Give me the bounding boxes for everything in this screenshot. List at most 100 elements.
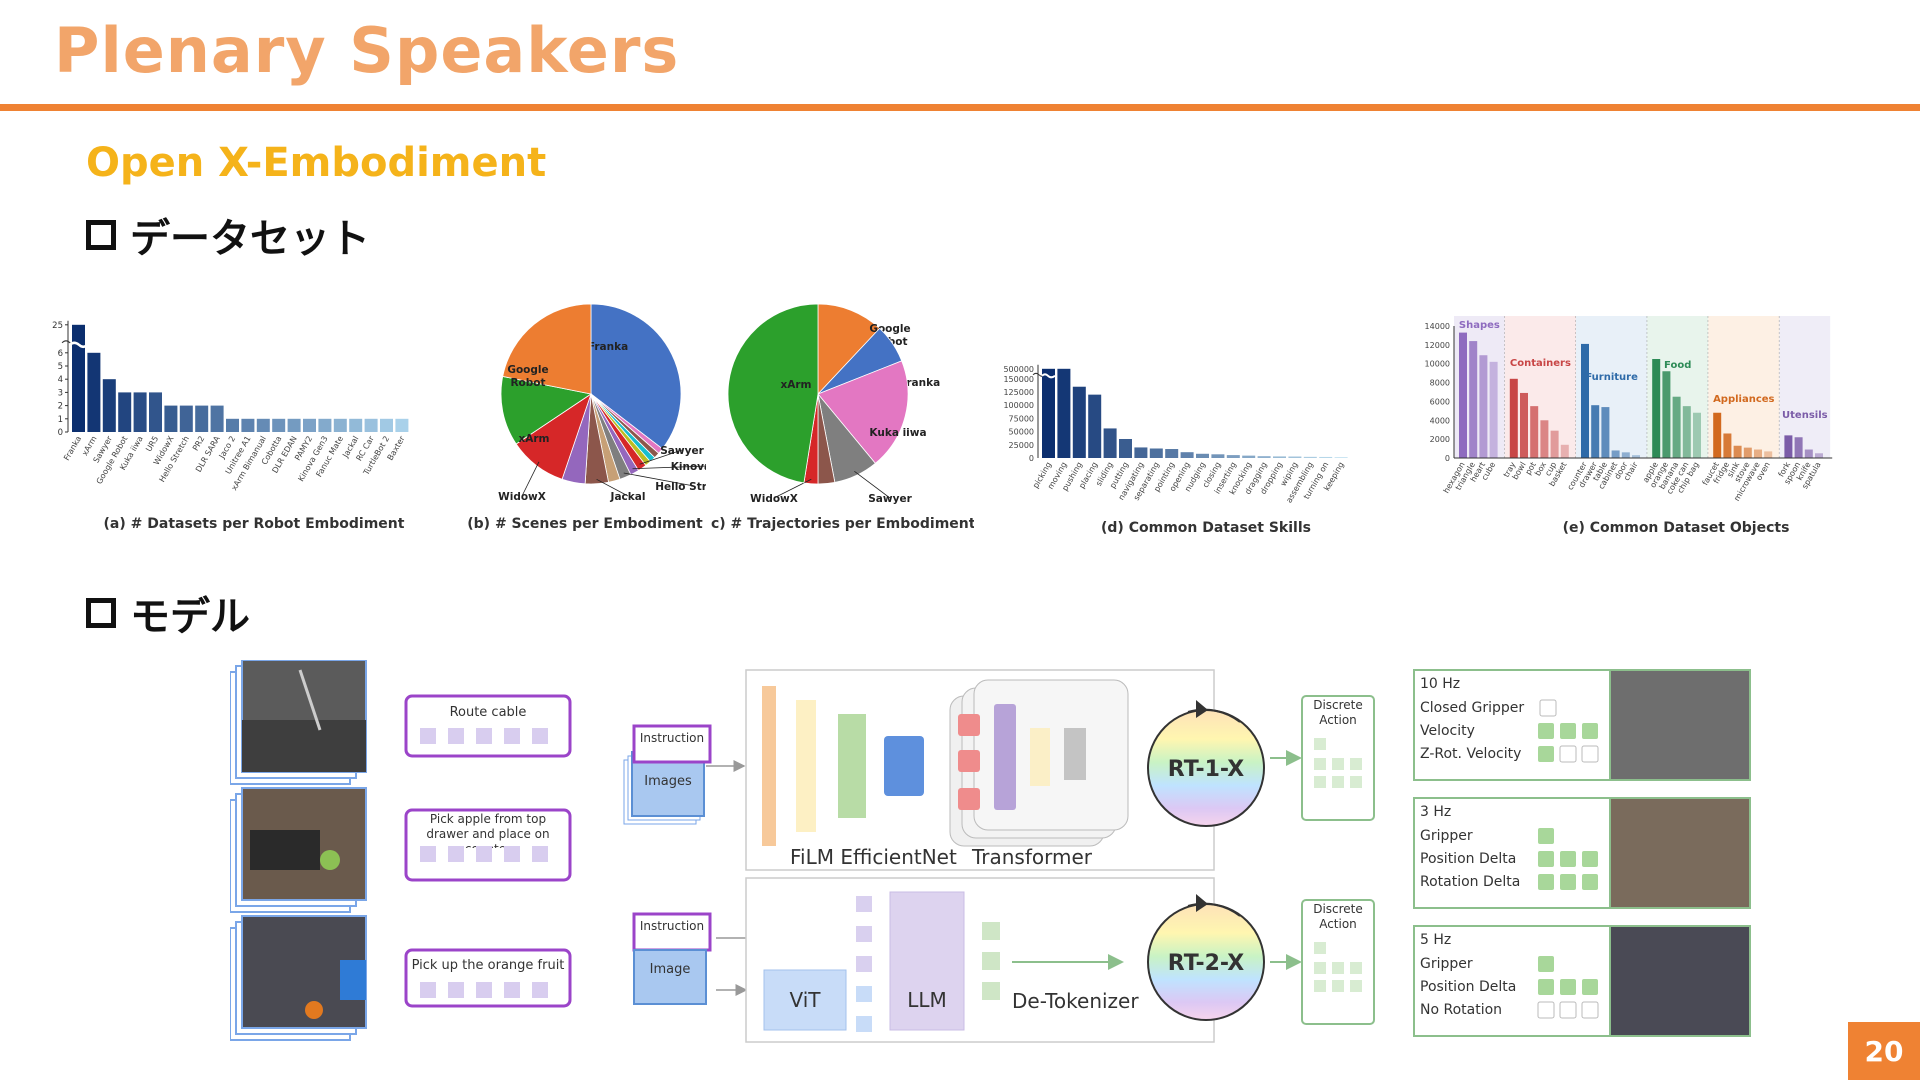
- chart-d-ytick: 500000: [1003, 365, 1034, 374]
- chart-e-group-label: Appliances: [1713, 394, 1774, 405]
- chart-e-bar: [1530, 406, 1539, 458]
- chart-e-bar: [1672, 396, 1681, 458]
- instruction-token: [420, 982, 436, 998]
- chart-a-bar: [364, 418, 378, 432]
- chart-c-caption: (c) # Trajectories per Embodiment: [710, 516, 974, 532]
- pie-label: xArm: [518, 433, 549, 445]
- chart-e-bar: [1652, 359, 1661, 458]
- pie-label: Franka: [900, 377, 940, 389]
- pie-leader-line: [632, 465, 706, 470]
- chart-d-bar: [1211, 454, 1225, 458]
- page-number: 20: [1848, 1022, 1920, 1080]
- pie-label: Kinova Gen3: [671, 461, 706, 473]
- pie-label: Kuka iiwa: [869, 427, 926, 439]
- task-label-route-cable: Route cable: [450, 705, 527, 720]
- rt2-input: Instruction Image: [632, 912, 844, 1005]
- action-token: [1314, 962, 1326, 974]
- detokenizer-label: De-Tokenizer: [1012, 989, 1139, 1013]
- chart-a-bar: [102, 379, 116, 432]
- chart-e-bar: [1754, 449, 1762, 458]
- chart-e-bar: [1469, 341, 1478, 458]
- chart-datasets-per-embodiment: (a) # Datasets per Robot Embodiment 0 1 2 3…: [52, 321, 409, 532]
- chart-d-bar: [1288, 456, 1302, 458]
- chart-a-bar: [256, 418, 270, 432]
- chart-a-ytick: 2: [58, 402, 63, 412]
- chart-a-ytick: 4: [58, 375, 63, 385]
- discrete-action-tokens: [1314, 738, 1362, 992]
- chart-a-bar: [395, 418, 409, 432]
- task-card-1: Route cable: [230, 660, 572, 785]
- pie-leader-line: [623, 472, 695, 487]
- chart-e-bar: [1621, 452, 1630, 458]
- chart-e-bar: [1804, 449, 1813, 458]
- chart-d-ytick: 150000: [1003, 375, 1034, 384]
- chart-a-bar: [210, 405, 224, 432]
- action-token: [1560, 851, 1576, 867]
- instruction-token: [504, 728, 520, 744]
- chart-d-bar: [1119, 438, 1132, 458]
- action-token: [1538, 956, 1554, 972]
- instruction-token: [420, 728, 436, 744]
- instruction-token: [448, 982, 464, 998]
- chart-e-ytick: 2000: [1430, 435, 1450, 444]
- chart-a-bar: [226, 418, 239, 432]
- chart-e-plot: ShapeshexagontriangleheartcubeContainers…: [1425, 316, 1833, 503]
- chart-e-ytick: 10000: [1425, 360, 1450, 369]
- pie-leader-line: [854, 471, 891, 499]
- rt1x-node: RT-1-X Discrete Action: [1147, 695, 1375, 827]
- action-rate: 10 Hz: [1420, 676, 1460, 692]
- chart-a-bar: [72, 324, 85, 432]
- action-token: [1332, 962, 1344, 974]
- pie-slices: Franka Sawyer Kinova Gen3 Hello Stretch Jack…: [498, 303, 706, 503]
- chart-a-caption: (a) # Datasets per Robot Embodiment: [104, 516, 405, 532]
- action-token: [1538, 828, 1554, 844]
- action-token: [1538, 746, 1554, 762]
- action-token: [1539, 699, 1557, 717]
- chart-d-bar: [1088, 394, 1102, 458]
- pie-label: Sawyer: [868, 493, 912, 505]
- chart-a-bar: [87, 352, 101, 432]
- chart-a-bar: [333, 418, 347, 432]
- rt1-architecture: FiLM EfficientNet Transformer: [745, 669, 1215, 871]
- chart-e-bar: [1733, 445, 1742, 458]
- chart-e-ytick: 6000: [1430, 397, 1450, 406]
- chart-d-bar: [1273, 456, 1286, 458]
- action-dimension: Gripper: [1420, 956, 1473, 972]
- rt2-image-label: Image: [650, 962, 691, 977]
- chart-d-bar: [1242, 455, 1256, 458]
- rt2-output-label: Discrete Action: [1313, 902, 1363, 931]
- action-token: [1538, 874, 1554, 890]
- chart-e-ytick: 0: [1445, 454, 1450, 463]
- chart-e-bar: [1764, 451, 1773, 458]
- chart-d-bar: [1057, 368, 1071, 458]
- chart-a-bar-break: [69, 341, 89, 349]
- chart-d-ytick: 100000: [1003, 401, 1034, 410]
- rt1-input: Images Instruction: [623, 724, 746, 825]
- chart-a-xtick: PR2: [191, 435, 207, 453]
- action-token: [1538, 979, 1554, 995]
- chart-scenes-per-embodiment: (b) # Scenes per Embodiment Franka Sawyer…: [468, 303, 706, 532]
- instruction-token: [504, 982, 520, 998]
- instruction-token: [420, 846, 436, 862]
- rt1-instruction-label: Instruction: [640, 731, 704, 745]
- chart-a-ytick: 3: [58, 388, 63, 398]
- pie-leader-line: [521, 461, 540, 497]
- chart-e-group-label: Furniture: [1585, 372, 1638, 383]
- rt1-images-label: Images: [644, 774, 692, 789]
- vit-label: ViT: [789, 988, 821, 1012]
- chart-a-bar: [149, 392, 162, 432]
- chart-d-bar: [1334, 457, 1348, 458]
- chart-e-group-label: Food: [1664, 360, 1691, 371]
- instruction-token: [504, 846, 520, 862]
- pie-label: Jackal: [610, 491, 646, 503]
- chart-e-ytick: 8000: [1430, 379, 1450, 388]
- chart-d-caption: (d) Common Dataset Skills: [1101, 520, 1311, 536]
- action-token: [1559, 745, 1577, 763]
- chart-d-bar: [1149, 448, 1163, 458]
- action-token: [1332, 980, 1344, 992]
- chart-d-bar: [1042, 368, 1055, 458]
- chart-e-bar: [1560, 444, 1569, 458]
- chart-a-ytick: 0: [58, 428, 63, 438]
- chart-a-ytick: 5: [58, 362, 63, 372]
- action-token: [1332, 776, 1344, 788]
